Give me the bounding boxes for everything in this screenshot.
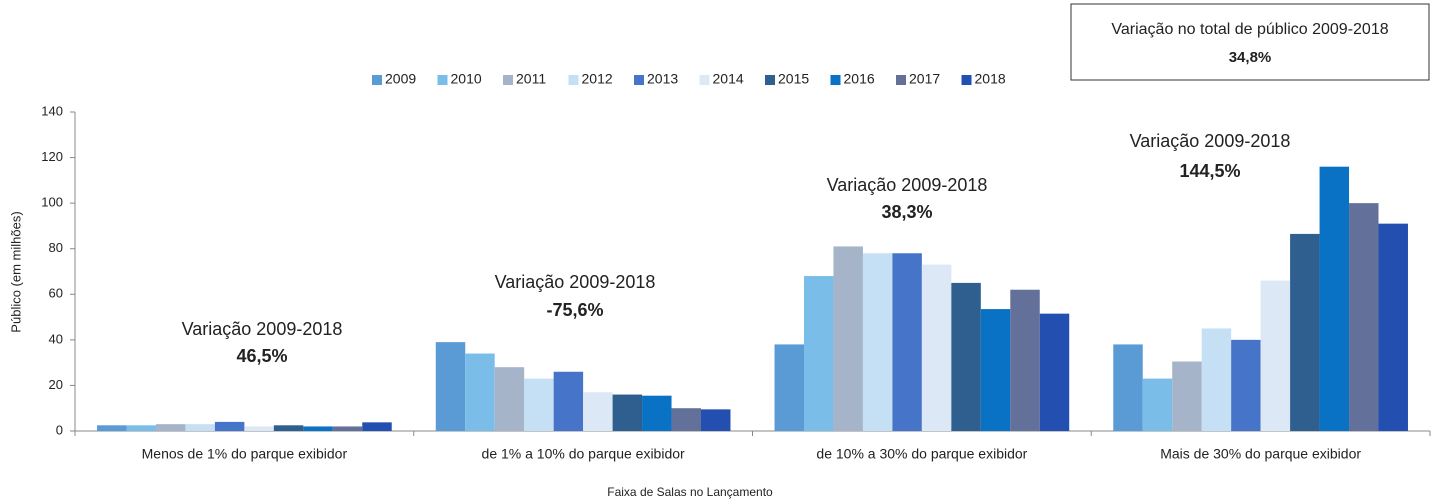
legend-swatch <box>503 75 513 85</box>
bar <box>1231 339 1261 431</box>
y-tick-label: 20 <box>49 377 63 392</box>
bar <box>774 344 804 431</box>
y-tick-label: 140 <box>41 103 63 118</box>
bar <box>1378 223 1408 431</box>
bar <box>862 253 893 431</box>
legend-label: 2015 <box>778 71 809 87</box>
bar <box>1260 280 1291 431</box>
bar <box>1010 289 1040 431</box>
bar <box>1142 378 1173 431</box>
annotation-value: 46,5% <box>236 346 287 366</box>
bar <box>980 309 1011 431</box>
bar <box>1290 233 1320 431</box>
legend-label: 2016 <box>844 71 875 87</box>
x-tick-label: Menos de 1% do parque exibidor <box>142 446 348 462</box>
bar <box>362 422 392 431</box>
x-axis-label: Faixa de Salas no Lançamento <box>607 485 773 499</box>
bar <box>553 371 584 431</box>
y-axis-label: Público (em milhões) <box>8 211 23 332</box>
legend-swatch <box>961 75 972 85</box>
bar <box>1349 203 1379 431</box>
bar <box>303 426 333 431</box>
y-tick-label: 80 <box>49 240 63 255</box>
bar <box>435 342 466 431</box>
bar <box>244 426 274 431</box>
bar <box>97 425 127 431</box>
annotation-title: Variação 2009-2018 <box>827 175 988 195</box>
bar <box>921 264 952 431</box>
annotation-title: Variação 2009-2018 <box>495 272 656 292</box>
legend-swatch <box>896 75 906 85</box>
bar <box>465 353 495 431</box>
y-tick-label: 60 <box>49 286 63 301</box>
legend-swatch <box>765 75 775 85</box>
bar <box>583 392 613 431</box>
x-tick-label: Mais de 30% do parque exibidor <box>1160 446 1361 462</box>
legend-label: 2011 <box>516 71 546 87</box>
legend-swatch <box>437 75 448 85</box>
x-tick-label: de 10% a 30% do parque exibidor <box>816 446 1027 462</box>
bar <box>332 426 363 431</box>
legend-label: 2018 <box>975 71 1006 87</box>
y-tick-label: 100 <box>41 195 63 210</box>
annotation-value: -75,6% <box>546 300 603 320</box>
bar <box>1039 313 1070 431</box>
bar <box>494 367 525 431</box>
bar <box>1319 166 1350 431</box>
bar <box>833 246 863 431</box>
bar <box>214 421 245 431</box>
annotation-title: Variação 2009-2018 <box>182 319 343 339</box>
legend-swatch <box>568 75 579 85</box>
box-value: 34,8% <box>1229 49 1272 66</box>
legend-label: 2014 <box>713 71 744 87</box>
bar <box>155 424 186 431</box>
bar <box>642 395 672 431</box>
y-tick-label: 40 <box>49 331 63 346</box>
legend-label: 2010 <box>451 71 482 87</box>
legend-swatch <box>830 75 841 85</box>
bar <box>524 378 554 431</box>
bar <box>612 394 643 431</box>
box-text: Variação no total de público 2009-2018 <box>1111 21 1388 38</box>
annotation-title: Variação 2009-2018 <box>1130 131 1291 151</box>
bar <box>126 425 156 431</box>
legend-swatch <box>699 75 710 85</box>
y-tick-label: 120 <box>41 149 63 164</box>
bar <box>892 253 922 431</box>
bar <box>671 408 702 431</box>
bar <box>273 425 304 431</box>
legend-swatch <box>372 75 382 85</box>
legend-label: 2017 <box>909 71 940 87</box>
x-tick-label: de 1% a 10% do parque exibidor <box>482 446 685 462</box>
bar <box>701 409 731 431</box>
legend-swatch <box>634 75 644 85</box>
legend-label: 2009 <box>385 71 416 87</box>
bar <box>1113 344 1143 431</box>
annotation-value: 144,5% <box>1179 161 1240 181</box>
bar <box>185 424 215 431</box>
annotation-value: 38,3% <box>881 202 932 222</box>
legend-label: 2012 <box>582 71 613 87</box>
bar <box>1201 328 1232 431</box>
y-tick-label: 0 <box>56 422 63 437</box>
bar <box>951 282 981 431</box>
legend-label: 2013 <box>647 71 678 87</box>
bar <box>1172 361 1202 431</box>
total-box <box>1070 3 1430 81</box>
bar <box>803 276 834 431</box>
